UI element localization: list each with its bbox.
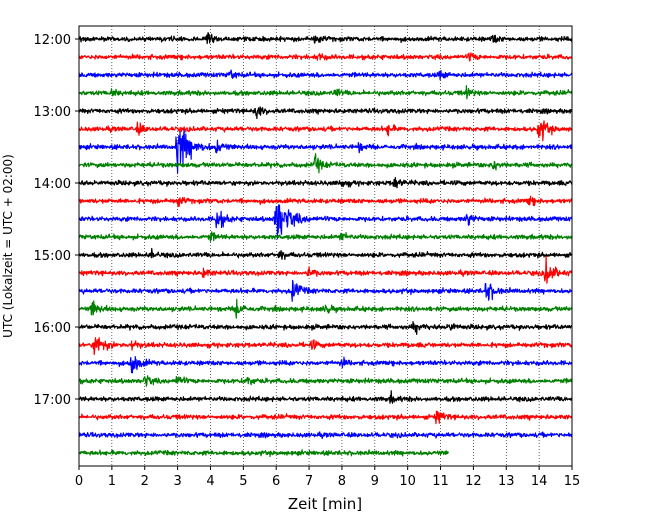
- x-tick-label: 13: [498, 474, 515, 489]
- x-tick-label: 0: [75, 474, 83, 489]
- x-axis-label: Zeit [min]: [288, 495, 362, 513]
- trace-line: [78, 106, 573, 120]
- x-tick-label: 9: [371, 474, 379, 489]
- x-tick-label: 11: [432, 474, 449, 489]
- x-tick-label: 3: [173, 474, 181, 489]
- trace-line: [78, 431, 573, 440]
- x-axis-ticks: 0 1 2 3 4 5 6 7 8 9 10 11 12 13 14 15: [75, 466, 580, 489]
- y-tick-label: 14:00: [34, 177, 71, 192]
- y-axis-label: UTC (Lokalzeit = UTC + 02:00): [1, 154, 15, 338]
- trace-line: [78, 449, 449, 458]
- trace-line: [78, 204, 573, 240]
- trace-line: [78, 129, 573, 174]
- y-tick-label: 16:00: [34, 321, 71, 336]
- trace-line: [78, 279, 573, 302]
- plot-frame: [78, 25, 573, 467]
- x-tick-label: 10: [399, 474, 416, 489]
- x-tick-label: 7: [305, 474, 313, 489]
- trace-line: [78, 153, 573, 174]
- x-tick-label: 4: [206, 474, 214, 489]
- trace-line: [78, 356, 573, 374]
- y-tick-label: 13:00: [34, 105, 71, 120]
- trace-line: [78, 390, 573, 404]
- vertical-grid-lines: [111, 26, 540, 466]
- trace-line: [78, 120, 573, 142]
- trace-line: [78, 375, 573, 387]
- x-tick-label: 2: [141, 474, 149, 489]
- x-tick-label: 12: [465, 474, 482, 489]
- y-tick-label: 12:00: [34, 33, 71, 48]
- trace-line: [78, 69, 573, 81]
- trace-line: [78, 85, 573, 100]
- trace-line: [78, 52, 573, 62]
- seismogram-traces: [78, 32, 573, 458]
- x-tick-label: 15: [564, 474, 581, 489]
- trace-line: [78, 32, 573, 45]
- trace-line: [78, 410, 573, 425]
- trace-line: [78, 231, 573, 242]
- trace-line: [78, 320, 573, 336]
- trace-line: [78, 337, 573, 356]
- trace-line: [78, 256, 573, 284]
- y-axis-ticks: 12:00 13:00 14:00 15:00 16:00 17:00: [34, 33, 79, 408]
- y-tick-label: 15:00: [34, 249, 71, 264]
- x-tick-label: 14: [531, 474, 548, 489]
- x-tick-label: 5: [239, 474, 247, 489]
- trace-line: [78, 195, 573, 208]
- trace-line: [78, 176, 573, 189]
- y-tick-label: 17:00: [34, 393, 71, 408]
- trace-line: [78, 247, 573, 260]
- x-tick-label: 1: [108, 474, 116, 489]
- trace-line: [78, 298, 573, 319]
- x-tick-label: 8: [338, 474, 346, 489]
- x-tick-label: 6: [272, 474, 280, 489]
